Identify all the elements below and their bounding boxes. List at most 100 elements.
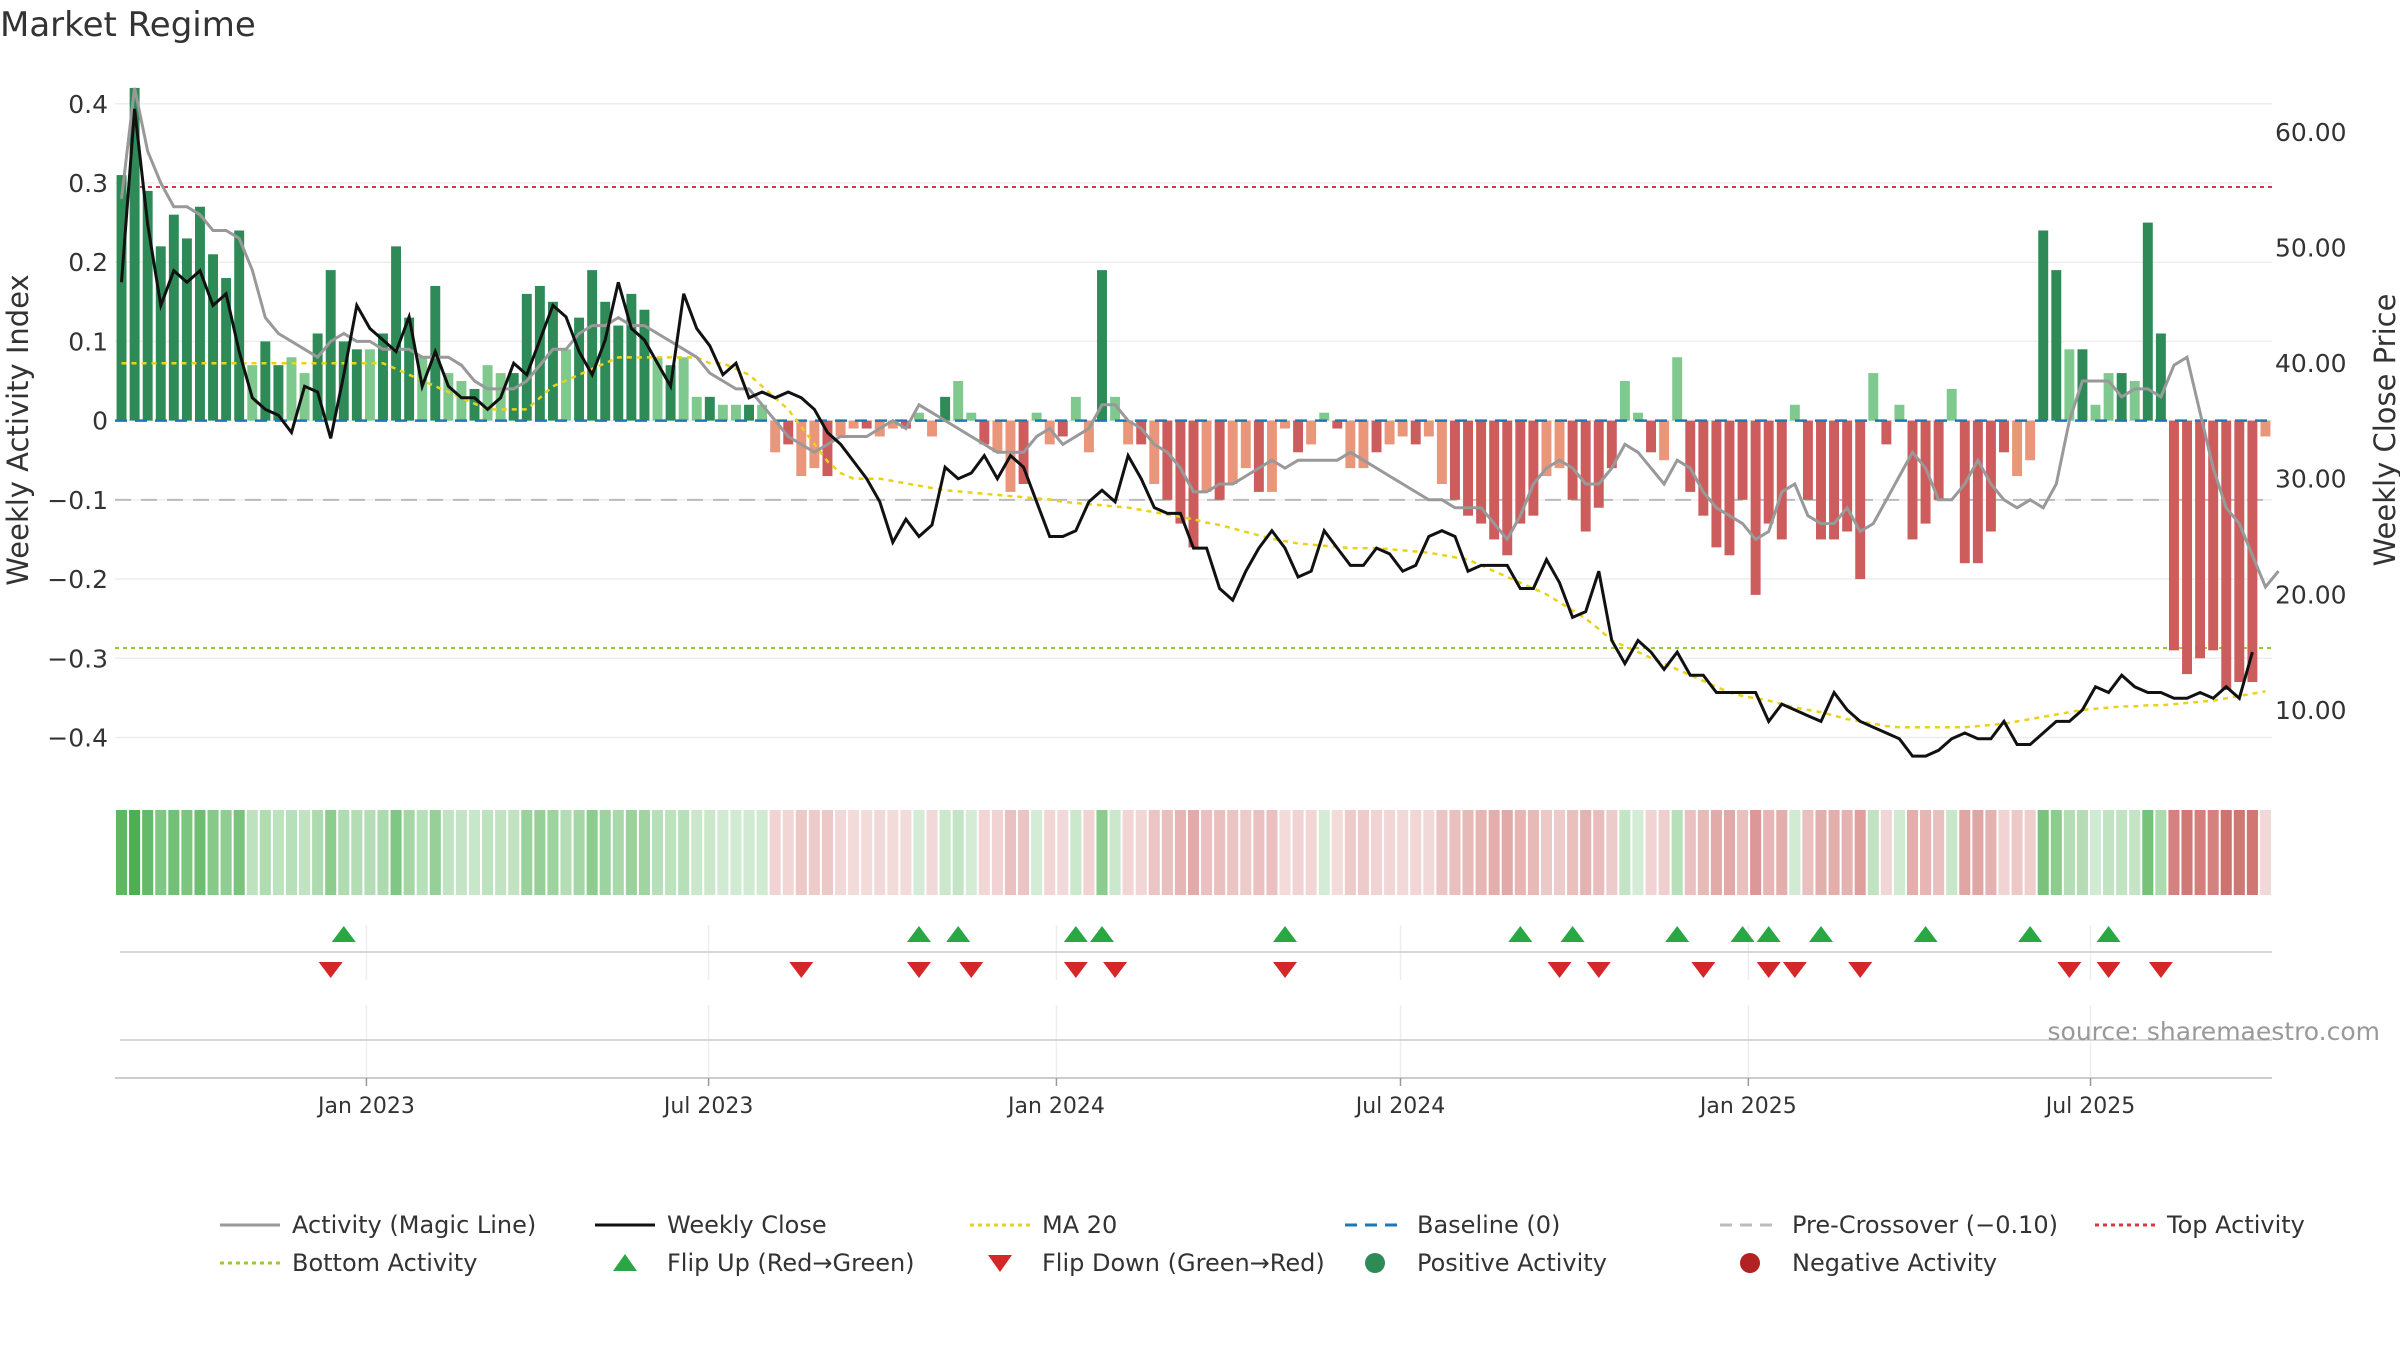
regime-cell <box>821 810 833 895</box>
y-tick-label: 0.2 <box>68 248 108 277</box>
activity-bar <box>652 357 663 421</box>
activity-bar <box>1946 388 1957 421</box>
activity-bar <box>1031 412 1042 421</box>
y-tick-label: −0.1 <box>47 486 108 515</box>
legend-item: Flip Up (Red→Green) <box>613 1249 915 1277</box>
regime-cell <box>1370 810 1383 895</box>
flip-up-marker <box>1063 926 1088 942</box>
activity-bar <box>1776 420 1787 540</box>
regime-strip <box>116 810 2271 895</box>
y-tick-label: −0.3 <box>47 644 108 673</box>
activity-bar <box>351 349 362 421</box>
regime-cell <box>1004 810 1017 895</box>
activity-bar <box>1646 420 1657 453</box>
regime-cell <box>2194 810 2206 895</box>
regime-cell <box>887 810 899 895</box>
activity-bar <box>1606 420 1617 469</box>
activity-bar <box>2155 333 2166 421</box>
activity-bar <box>1789 404 1800 421</box>
activity-bar <box>221 278 232 421</box>
activity-bar <box>1985 420 1996 532</box>
regime-cell <box>848 810 860 895</box>
flip-up-marker <box>906 926 931 942</box>
regime-cell <box>2259 810 2271 895</box>
flip-down-marker <box>1691 962 1716 978</box>
activity-bar <box>391 246 402 421</box>
legend-label: Baseline (0) <box>1417 1211 1560 1239</box>
regime-cell <box>952 810 964 895</box>
activity-bar <box>1214 420 1225 500</box>
regime-cell <box>168 810 180 895</box>
flip-down-marker <box>1547 962 1572 978</box>
regime-cell <box>547 810 559 895</box>
activity-bar <box>900 420 911 429</box>
regime-cell <box>2050 810 2062 895</box>
regime-cell <box>1540 810 1552 895</box>
legend-item: Baseline (0) <box>1345 1211 1560 1239</box>
regime-cell <box>991 810 1003 895</box>
flip-down-marker <box>1782 962 1807 978</box>
x-tick-label: Jan 2024 <box>1006 1094 1105 1119</box>
flip-down-marker <box>1273 962 1298 978</box>
flip-up-marker <box>1730 926 1755 942</box>
activity-bar <box>312 333 323 421</box>
regime-cell <box>1384 810 1396 895</box>
activity-bar <box>639 309 650 421</box>
activity-bar <box>730 404 741 421</box>
activity-bar <box>613 325 624 421</box>
regime-cell <box>1828 810 1840 895</box>
activity-bar <box>665 365 676 421</box>
activity-bar <box>2064 349 2075 421</box>
activity-bar <box>521 293 532 421</box>
flip-down-marker <box>2096 962 2121 978</box>
regime-cell <box>1776 810 1788 895</box>
regime-cell <box>730 810 742 895</box>
activity-bar <box>2012 420 2023 477</box>
legend-label: Pre-Crossover (−0.10) <box>1792 1211 2058 1239</box>
flip-up-marker <box>2096 926 2121 942</box>
flip-down-marker <box>1063 962 1088 978</box>
activity-bar <box>2090 404 2101 421</box>
activity-bar <box>1515 420 1526 524</box>
activity-bar <box>887 420 898 429</box>
regime-cell <box>1501 810 1513 895</box>
ma20-line <box>121 356 2266 729</box>
activity-bar <box>914 412 924 421</box>
legend-label: MA 20 <box>1042 1211 1117 1239</box>
regime-cell <box>272 810 284 895</box>
activity-bar <box>260 341 271 421</box>
activity-bar <box>534 285 545 421</box>
regime-cell <box>495 810 507 895</box>
regime-cell <box>1946 810 1958 895</box>
activity-bar <box>1358 420 1369 469</box>
flip-down-marker <box>1848 962 1873 978</box>
regime-cell <box>534 810 546 895</box>
activity-bar <box>561 349 571 421</box>
regime-cell <box>835 810 847 895</box>
activity-bar <box>1110 396 1121 421</box>
activity-bar <box>1070 396 1081 421</box>
regime-cell <box>1619 810 1631 895</box>
flip-down-marker <box>1756 962 1781 978</box>
regime-cell <box>1057 810 1069 895</box>
activity-bar <box>1280 420 1290 429</box>
regime-cell <box>1253 810 1265 895</box>
activity-bar <box>704 396 715 421</box>
activity-bar <box>155 246 166 421</box>
regime-cell <box>1044 810 1056 895</box>
regime-cell <box>1593 810 1605 895</box>
legend-item: Pre-Crossover (−0.10) <box>1720 1211 2058 1239</box>
regime-cell <box>795 810 807 895</box>
source-label: source: sharemaestro.com <box>2048 1017 2381 1046</box>
regime-cell <box>2246 810 2258 895</box>
regime-cell <box>1854 810 1866 895</box>
activity-bar <box>1097 270 1107 421</box>
y-tick-label: −0.4 <box>47 723 108 752</box>
regime-cell <box>1148 810 1160 895</box>
flip-up-marker <box>1089 926 1114 942</box>
regime-cell <box>1972 810 1984 895</box>
activity-bar <box>1672 357 1683 421</box>
regime-cell <box>1880 810 1892 895</box>
legend-swatch <box>1740 1253 1760 1273</box>
regime-cell <box>2089 810 2102 895</box>
